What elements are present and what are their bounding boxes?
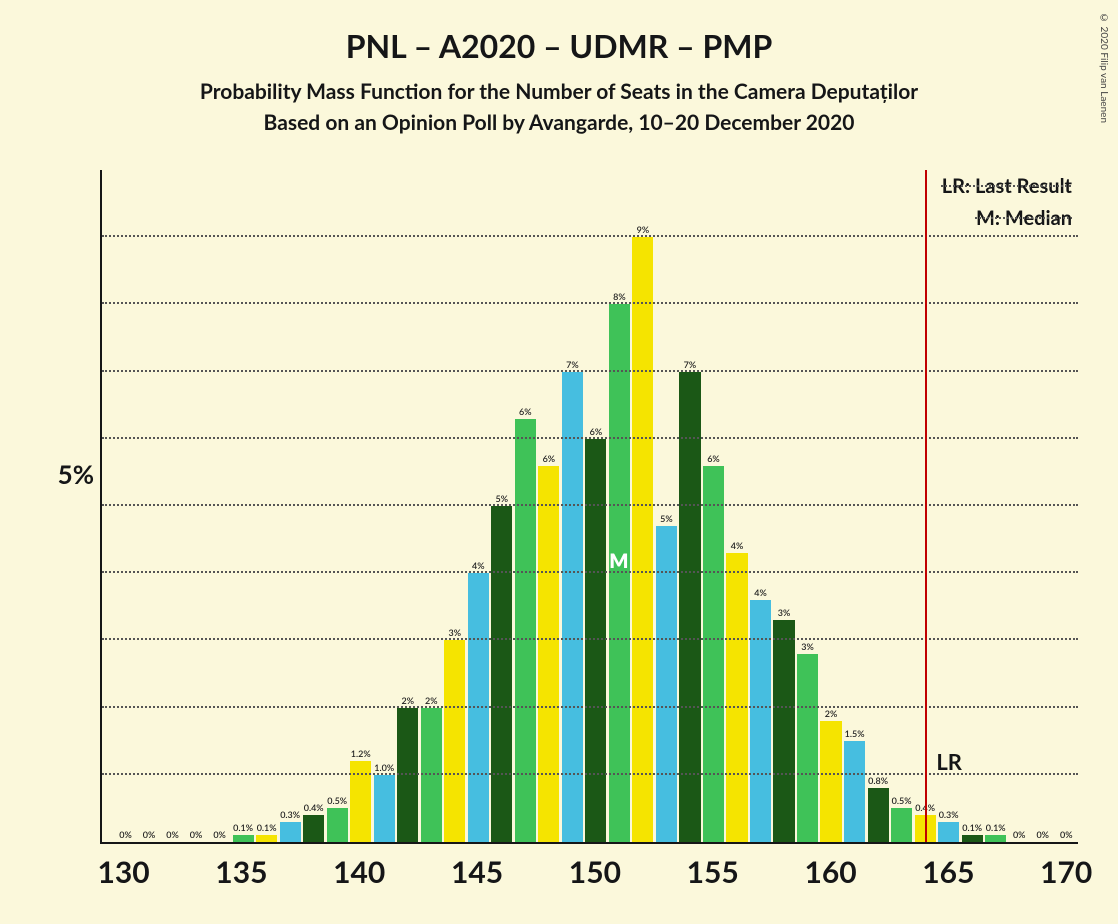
gridline	[102, 773, 1078, 775]
bar	[585, 439, 606, 842]
chart-subtitle-2: Based on an Opinion Poll by Avangarde, 1…	[0, 110, 1118, 135]
bar	[280, 822, 301, 842]
gridline	[102, 706, 1078, 708]
x-axis-tick-label: 135	[215, 854, 267, 890]
bar	[256, 835, 277, 842]
bar-value-label: 9%	[623, 224, 663, 235]
gridline	[102, 437, 1078, 439]
last-result-label: LR	[936, 748, 962, 775]
x-axis-labels: 130135140145150155160165170	[100, 854, 1078, 894]
gridline	[102, 235, 1078, 237]
copyright-text: © 2020 Filip van Laenen	[1098, 12, 1110, 123]
bar	[703, 466, 724, 842]
bar	[562, 372, 583, 842]
bar	[444, 640, 465, 842]
bar-value-label: 1.2%	[341, 748, 381, 759]
last-result-line	[925, 170, 927, 842]
bar	[632, 237, 653, 842]
x-axis-tick-label: 170	[1040, 854, 1092, 890]
x-axis-tick-label: 130	[97, 854, 149, 890]
gridline	[102, 571, 1078, 573]
gridline	[102, 504, 1078, 506]
bar	[797, 654, 818, 842]
bar	[773, 620, 794, 842]
chart-area: LR: Last Result M: Median 0%0%0%0%0%0.1%…	[30, 170, 1088, 904]
x-axis-tick-label: 145	[451, 854, 503, 890]
bar	[962, 835, 983, 842]
bar	[750, 600, 771, 842]
gridline	[102, 302, 1078, 304]
bar	[538, 466, 559, 842]
bar-value-label: 6%	[505, 406, 545, 417]
bar-value-label: 3%	[788, 641, 828, 652]
gridline	[102, 638, 1078, 640]
x-axis-tick-label: 165	[922, 854, 974, 890]
bar-value-label: 4%	[741, 587, 781, 598]
x-axis-tick-label: 150	[569, 854, 621, 890]
bar-value-label: 3%	[764, 607, 804, 618]
bar-value-label: 6%	[693, 453, 733, 464]
bar-value-label: 0.8%	[858, 775, 898, 786]
bar	[656, 526, 677, 842]
x-axis-tick-label: 155	[687, 854, 739, 890]
median-marker: M	[609, 549, 629, 573]
bar-value-label: 7%	[552, 359, 592, 370]
x-axis-tick-label: 160	[804, 854, 856, 890]
chart-title: PNL – A2020 – UDMR – PMP	[0, 26, 1118, 65]
plot-area: LR: Last Result M: Median 0%0%0%0%0%0.1%…	[100, 170, 1078, 844]
bar	[374, 775, 395, 842]
bar	[844, 741, 865, 842]
x-axis-tick-label: 140	[333, 854, 385, 890]
titles-block: PNL – A2020 – UDMR – PMP Probability Mas…	[0, 0, 1118, 135]
bar-value-label: 1.5%	[835, 728, 875, 739]
bar-value-label: 0.3%	[929, 809, 969, 820]
y-axis-tick-label: 5%	[34, 458, 94, 490]
chart-subtitle-1: Probability Mass Function for the Number…	[0, 79, 1118, 104]
gridline	[102, 370, 1078, 372]
bar-value-label: 7%	[670, 359, 710, 370]
bar	[303, 815, 324, 842]
bar	[233, 835, 254, 842]
bar-value-label: 0%	[1046, 829, 1086, 840]
bar	[609, 304, 630, 842]
bar	[891, 808, 912, 842]
bars-container: 0%0%0%0%0%0.1%0.1%0.3%0.4%0.5%1.2%1.0%2%…	[102, 170, 1078, 842]
bar	[491, 506, 512, 842]
bar	[515, 419, 536, 842]
bar	[327, 808, 348, 842]
bar	[679, 372, 700, 842]
bar-value-label: 4%	[717, 540, 757, 551]
bar-value-label: 2%	[811, 708, 851, 719]
